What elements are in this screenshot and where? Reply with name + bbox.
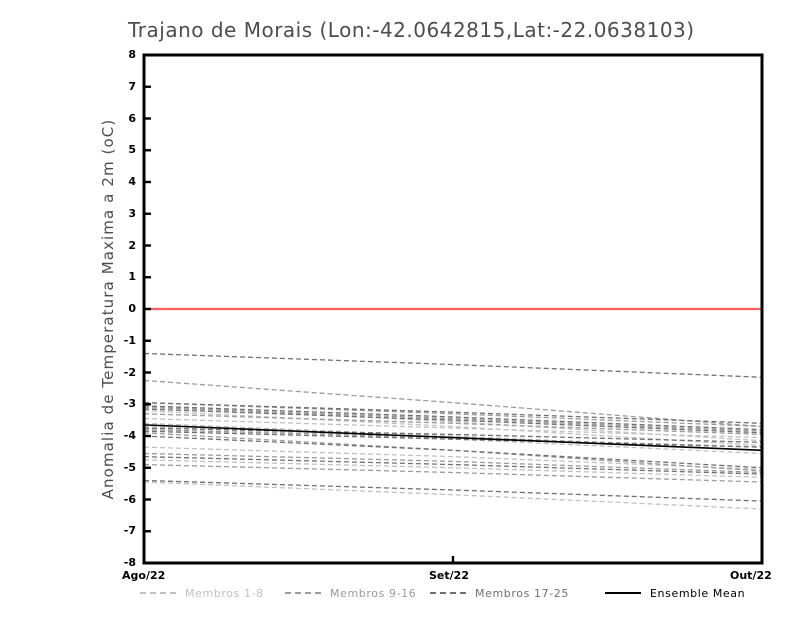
y-tick-label: 4	[128, 175, 136, 188]
legend-swatch	[605, 592, 641, 594]
series-line-member	[143, 402, 763, 424]
y-tick-label: -4	[123, 429, 136, 442]
legend-label: Ensemble Mean	[650, 586, 746, 600]
legend-label: Membros 9-16	[330, 586, 417, 600]
y-tick-label: 1	[128, 270, 136, 284]
series-line-member	[143, 427, 763, 443]
series-line-member	[143, 481, 763, 510]
series-line-member	[143, 417, 763, 439]
series-line-member	[143, 452, 763, 474]
series-line-member	[143, 432, 763, 472]
axis-layer	[142, 53, 764, 565]
series-line-member	[143, 435, 763, 469]
y-tick-label: -2	[123, 365, 136, 379]
y-tick-label: -5	[123, 460, 136, 474]
y-tick-label: -1	[123, 333, 136, 347]
series-layer	[143, 352, 763, 510]
legend-item: Membros 1-8	[140, 584, 264, 602]
legend-label: Membros 1-8	[185, 586, 264, 600]
series-line-member	[143, 479, 763, 502]
series-line-member	[143, 459, 763, 478]
y-tick-label: 2	[128, 238, 136, 252]
y-tick-label: 8	[128, 48, 136, 61]
series-line-member	[143, 406, 763, 432]
y-tick-label: -3	[123, 397, 136, 411]
y-tick-label: -8	[123, 556, 136, 569]
legend-swatch	[285, 592, 321, 594]
y-tick-label: 3	[128, 206, 136, 220]
y-tick-label: -6	[123, 492, 136, 506]
legend-item: Ensemble Mean	[605, 584, 745, 602]
series-line-member	[143, 446, 763, 470]
legend-swatch	[140, 592, 176, 594]
legend-swatch	[430, 592, 466, 594]
y-tick-label: 5	[128, 143, 136, 157]
y-tick-label: 0	[128, 302, 136, 315]
x-tick-label: Ago/22	[122, 569, 166, 582]
series-line-member	[143, 379, 763, 428]
series-line-ensemble-mean	[143, 424, 763, 452]
series-line-member	[143, 455, 763, 475]
series-line-member	[143, 405, 763, 431]
series-line-member	[143, 402, 763, 428]
series-line-member	[143, 413, 763, 436]
legend-label: Membros 17-25	[475, 586, 569, 600]
series-line-member	[143, 430, 763, 448]
chart-legend: Membros 1-8 Membros 9-16 Membros 17-25 Ense…	[140, 584, 780, 604]
y-tick-label: 7	[128, 79, 136, 93]
series-line-member	[143, 425, 763, 455]
x-tick-label: Set/22	[429, 569, 469, 582]
x-tick-label: Out/22	[730, 569, 772, 582]
legend-item: Membros 9-16	[285, 584, 416, 602]
series-line-member	[143, 463, 763, 483]
y-tick-label: -7	[123, 524, 136, 538]
y-tick-label: 6	[128, 111, 136, 125]
chart-title: Trajano de Morais (Lon:-42.0642815,Lat:-…	[128, 18, 695, 42]
legend-item: Membros 17-25	[430, 584, 569, 602]
series-line-member	[143, 408, 763, 434]
series-line-member	[143, 352, 763, 378]
